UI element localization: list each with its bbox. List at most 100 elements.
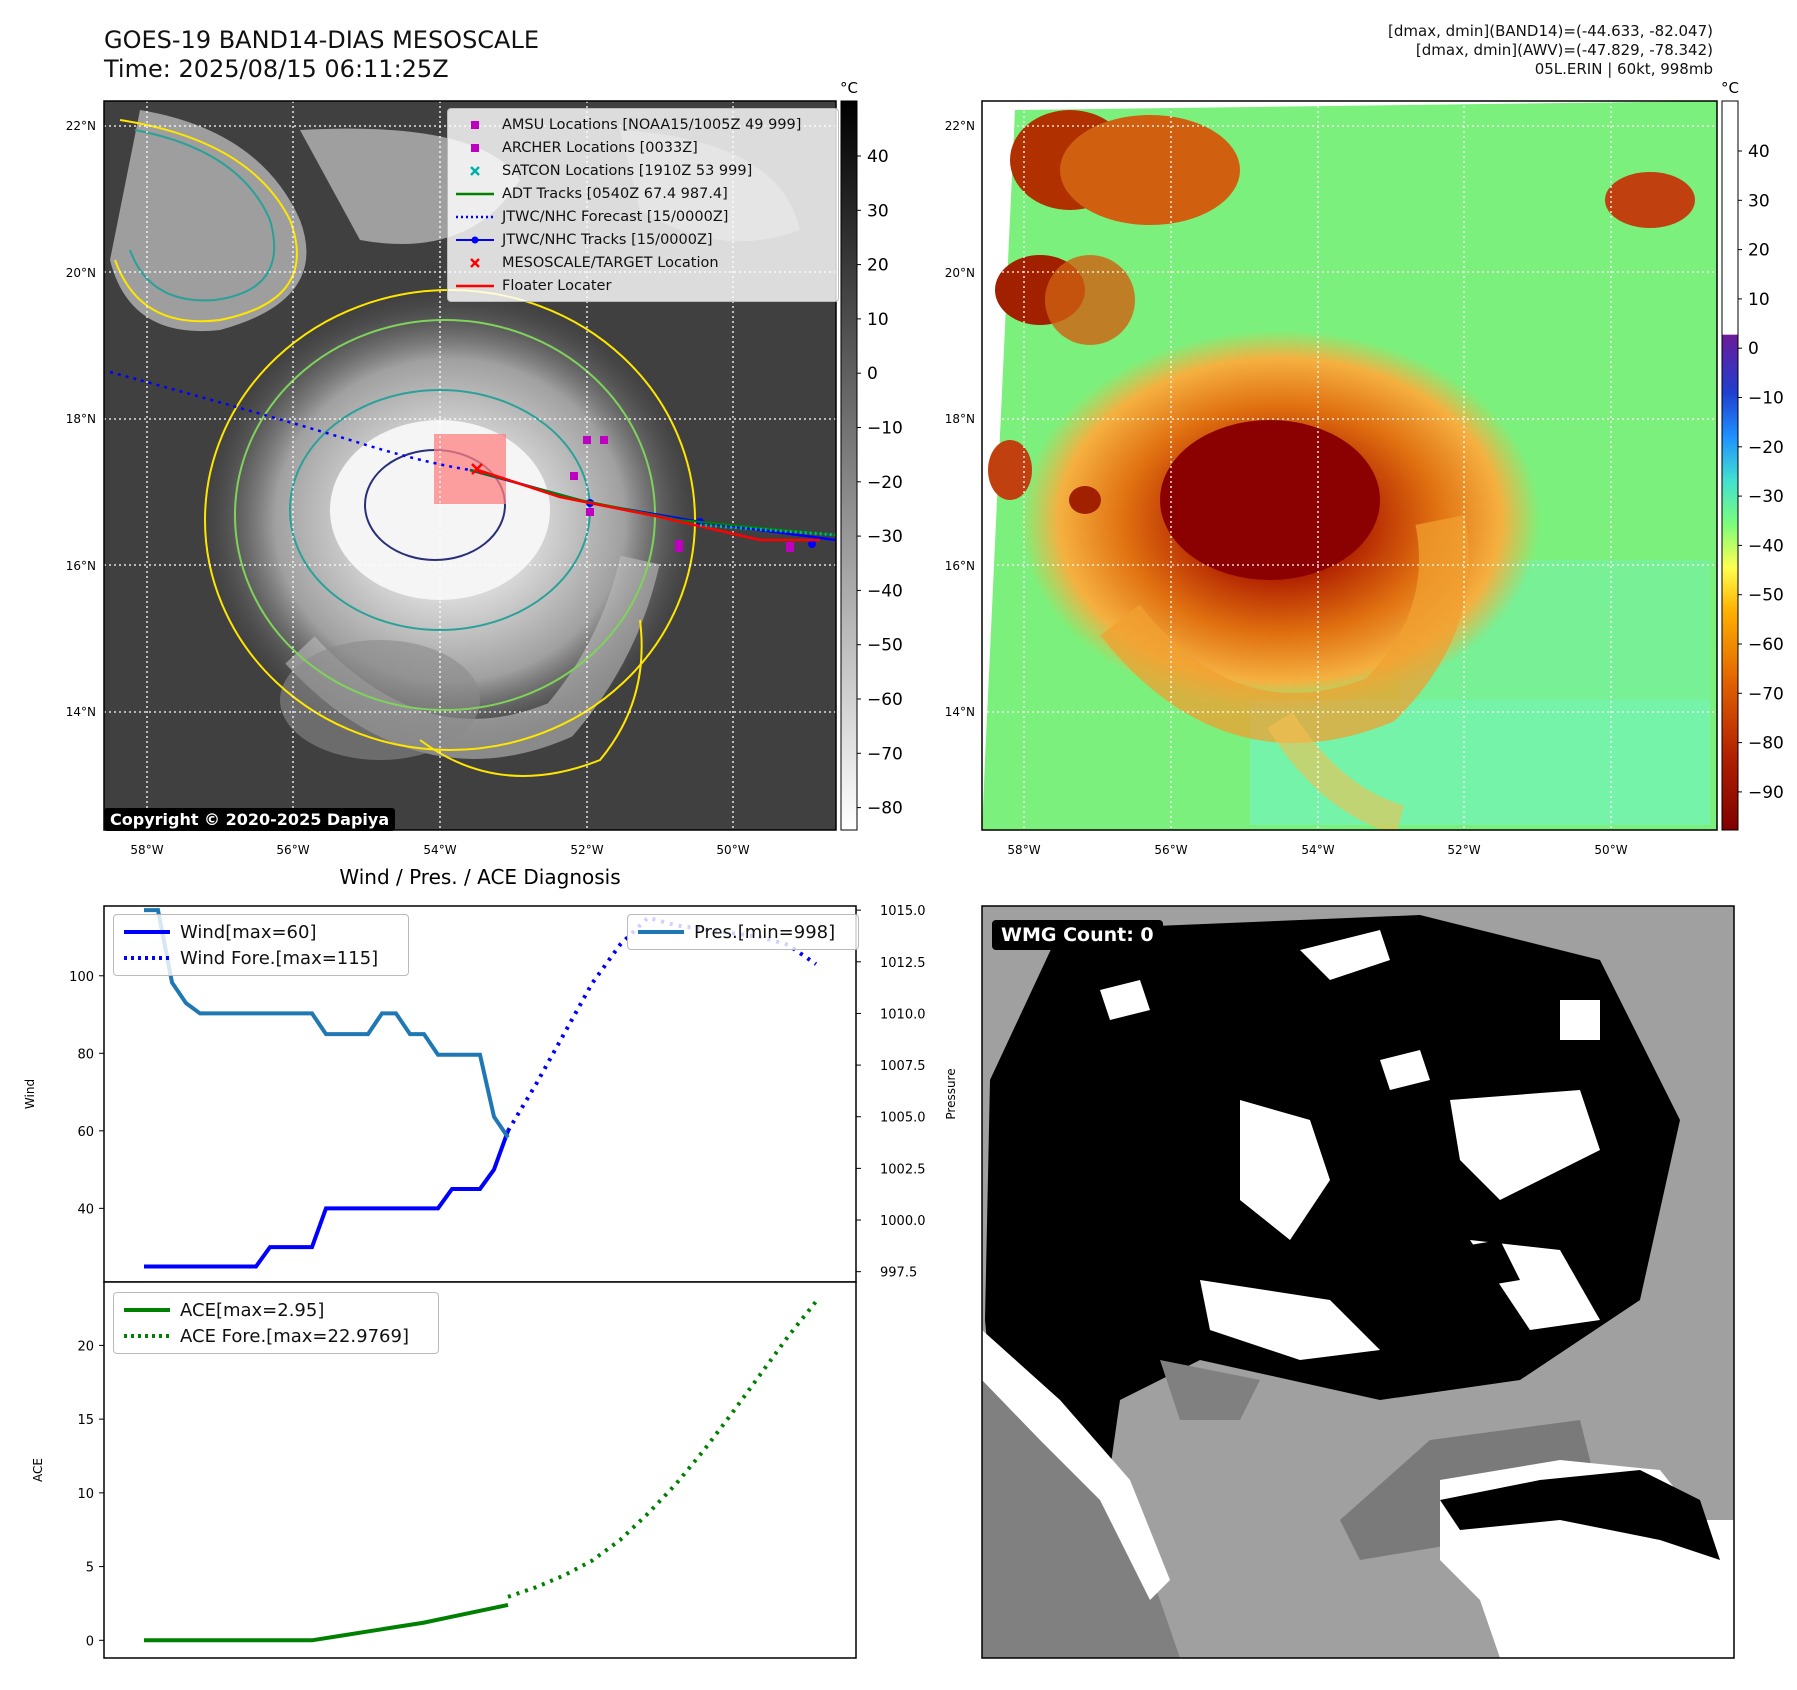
figure-title-line1: GOES-19 BAND14-DIAS MESOSCALE <box>104 26 540 54</box>
ir-lat-label: 22°N <box>66 119 96 133</box>
ir-colorbar-ticks: 40 30 20 10 0 −10 −20 −30 −40 −50 −60 −70 −80 <box>857 147 903 819</box>
ir-lat-label: 18°N <box>66 412 96 426</box>
colorbar-tick-label: −50 <box>1748 586 1784 606</box>
legend-label: Wind Fore.[max=115] <box>180 947 379 969</box>
ir-legend-item: MESOSCALE/TARGET Location <box>454 251 832 274</box>
colorbar-tick-label: −30 <box>867 527 903 547</box>
y-tick-label: 10 <box>77 1487 94 1502</box>
wmg-count-badge: WMG Count: 0 <box>992 920 1163 950</box>
ir-legend-label: ADT Tracks [0540Z 67.4 987.4] <box>502 185 728 202</box>
wind-legend: Wind[max=60] Wind Fore.[max=115] <box>113 914 409 976</box>
ace-axis: 0 5 10 15 20 <box>77 1339 104 1649</box>
ir-lon-label: 54°W <box>423 843 456 857</box>
colorbar-tick-label: 20 <box>867 256 889 276</box>
series-line <box>144 1130 510 1269</box>
colorbar-tick-label: −40 <box>1748 536 1784 556</box>
series-line <box>507 1300 818 1599</box>
pressure-legend: Pres.[min=998] <box>627 914 859 950</box>
ir-legend-label: JTWC/NHC Tracks [15/0000Z] <box>502 231 713 248</box>
colorbar-tick-label: 0 <box>867 364 878 384</box>
colorbar-tick-label: −50 <box>867 636 903 656</box>
ir-legend-label: ARCHER Locations [0033Z] <box>502 139 698 156</box>
y-tick-label: 20 <box>77 1339 94 1354</box>
y2-tick-label: 1010.0 <box>880 1007 926 1022</box>
solid-line-icon <box>638 930 684 934</box>
x-marker-icon <box>470 165 480 176</box>
legend-label: Pres.[min=998] <box>694 921 836 943</box>
figure-time-line: Time: 2025/08/15 06:11:25Z <box>104 55 449 83</box>
colorbar-tick-label: −70 <box>1748 684 1784 704</box>
ir-lon-label: 58°W <box>130 843 163 857</box>
pressure-axis: 997.5 1000.0 1002.5 1005.0 1007.5 1010.0 1012.… <box>856 904 926 1281</box>
colorbar-tick-label: −20 <box>867 473 903 493</box>
copyright-badge: Copyright © 2020-2025 Dapiya <box>104 808 396 831</box>
ir-colorbar-unit: °C <box>840 79 858 97</box>
map-tick-labels: 22°N 20°N 18°N 16°N 14°N 58°W 56°W 54°W … <box>66 119 1628 857</box>
awv-colorbar-ticks: 40 30 20 10 0 −10 −20 −30 −40 −50 −60 −70 −80 −90 <box>1738 142 1784 803</box>
colorbar-tick-label: −10 <box>1748 389 1784 409</box>
colorbar-tick-label: 40 <box>1748 142 1770 162</box>
colorbar-tick-label: 20 <box>1748 241 1770 261</box>
ir-lat-label: 20°N <box>66 266 96 280</box>
ir-lat-label: 14°N <box>66 705 96 719</box>
legend-label: Wind[max=60] <box>180 921 317 943</box>
colorbar-tick-label: 0 <box>1748 339 1759 359</box>
awv-lat-label: 16°N <box>945 559 975 573</box>
awv-colorbar-unit: °C <box>1721 79 1739 97</box>
dotted-line-icon <box>124 1334 170 1338</box>
colorbar-tick-label: −60 <box>867 690 903 710</box>
storm-info: [dmax, dmin](BAND14)=(-44.633, -82.047) … <box>1388 22 1713 79</box>
legend-label: ACE Fore.[max=22.9769] <box>180 1325 409 1347</box>
y2-tick-label: 1012.5 <box>880 956 926 971</box>
awv-lon-label: 56°W <box>1154 843 1187 857</box>
awv-lon-label: 54°W <box>1301 843 1334 857</box>
ir-legend-label: SATCON Locations [1910Z 53 999] <box>502 162 753 179</box>
colorbar-tick-label: −80 <box>867 799 903 819</box>
awv-lat-label: 20°N <box>945 266 975 280</box>
awv-lon-label: 58°W <box>1007 843 1040 857</box>
colorbar-tick-label: 10 <box>867 310 889 330</box>
ir-legend-label: JTWC/NHC Forecast [15/0000Z] <box>502 208 729 225</box>
series-line <box>144 908 510 1139</box>
colorbar-tick-label: −70 <box>867 744 903 764</box>
colorbar-tick-label: −90 <box>1748 783 1784 803</box>
y2-tick-label: 997.5 <box>880 1266 917 1281</box>
ir-legend-item: SATCON Locations [1910Z 53 999] <box>454 159 832 182</box>
colorbar-tick-label: 30 <box>867 201 889 221</box>
ir-legend-label: MESOSCALE/TARGET Location <box>502 254 719 271</box>
legend-item-wind-forecast: Wind Fore.[max=115] <box>122 945 400 971</box>
awv-colorbar <box>1721 100 1739 831</box>
ir-lon-label: 50°W <box>716 843 749 857</box>
ace-axis-label: ACE <box>31 1458 45 1482</box>
figure-title: GOES-19 BAND14-DIAS MESOSCALE Time: 2025… <box>104 26 539 84</box>
colorbar-tick-label: −30 <box>1748 487 1784 507</box>
solid-line-icon <box>124 930 170 934</box>
diagnosis-title: Wind / Pres. / ACE Diagnosis <box>339 865 620 889</box>
y2-tick-label: 1005.0 <box>880 1111 926 1126</box>
dotted-line-icon <box>124 956 170 960</box>
awv-lon-label: 50°W <box>1594 843 1627 857</box>
legend-item-wind: Wind[max=60] <box>122 919 400 945</box>
awv-lat-label: 18°N <box>945 412 975 426</box>
awv-lat-label: 14°N <box>945 705 975 719</box>
awv-image <box>982 101 1717 830</box>
dot-line-icon <box>456 236 494 243</box>
ir-lat-label: 16°N <box>66 559 96 573</box>
wind-axis-label: Wind <box>23 1079 37 1109</box>
awv-lon-label: 52°W <box>1447 843 1480 857</box>
legend-label: ACE[max=2.95] <box>180 1299 325 1321</box>
wind-axis: 40 60 80 100 <box>69 970 104 1217</box>
band14-range: [dmax, dmin](BAND14)=(-44.633, -82.047) <box>1388 22 1713 40</box>
square-marker-icon <box>471 143 479 152</box>
colorbar-tick-label: −20 <box>1748 438 1784 458</box>
ace-legend: ACE[max=2.95] ACE Fore.[max=22.9769] <box>113 1292 439 1354</box>
solid-line-icon <box>456 192 494 195</box>
ir-legend-item: ARCHER Locations [0033Z] <box>454 136 832 159</box>
legend-item-pressure: Pres.[min=998] <box>636 919 850 945</box>
y2-tick-label: 1007.5 <box>880 1059 926 1074</box>
pressure-axis-label: Pressure <box>944 1068 958 1119</box>
y2-tick-label: 1015.0 <box>880 904 926 919</box>
ir-legend: AMSU Locations [NOAA15/1005Z 49 999] ARCH… <box>447 108 839 302</box>
y-tick-label: 5 <box>86 1561 94 1576</box>
colorbar-tick-label: −60 <box>1748 635 1784 655</box>
